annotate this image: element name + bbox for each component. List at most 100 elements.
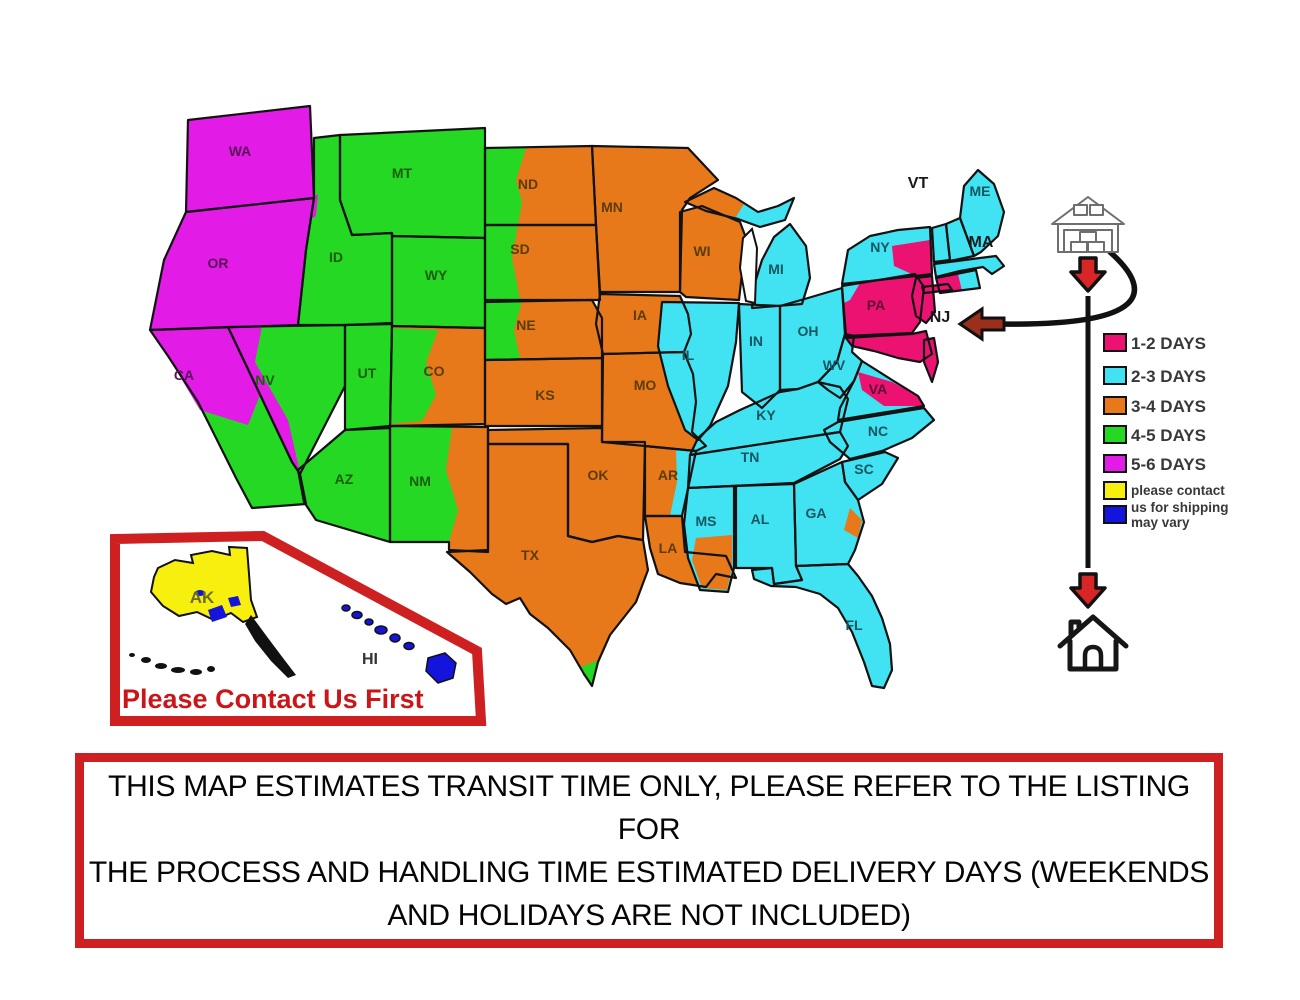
- state-border-pa: [840, 272, 926, 338]
- state-label-nm: NM: [409, 473, 431, 489]
- state-in: [739, 304, 780, 408]
- state-mn: [592, 146, 718, 292]
- state-border-ct: [934, 268, 982, 295]
- lake-michigan: [738, 227, 759, 305]
- legend-label-contact-2: us for shipping: [1131, 500, 1229, 515]
- disclaimer-line-2: THE PROCESS AND HANDLING TIME ESTIMATED …: [88, 855, 1210, 889]
- state-label-ok: OK: [588, 467, 609, 483]
- state-border-li: [920, 282, 954, 295]
- state-border-ne: [483, 298, 604, 362]
- state-label-fl: FL: [845, 617, 863, 633]
- state-border-ky: [688, 380, 850, 457]
- alaska-label: AK: [190, 588, 215, 607]
- state-tx: [447, 444, 648, 686]
- legend-label-contact-1: please contact: [1131, 483, 1225, 498]
- state-border-md: [844, 329, 934, 364]
- state-label-nv: NV: [255, 372, 275, 388]
- state-ma: [934, 256, 1004, 277]
- state-label-in: IN: [749, 333, 763, 349]
- state-label-va: VA: [869, 381, 887, 397]
- state-label-sc: SC: [854, 461, 873, 477]
- us-shipping-map-graphic: WA OR CA NV ID MT WY UT CO AZ NM ND SD NE KS OK TX MN IA MO…: [110, 104, 1229, 726]
- state-border-ny: [840, 225, 934, 286]
- inset-contact-first: AK HI Please Contact Us First: [110, 530, 487, 726]
- state-border-nj: [910, 274, 937, 325]
- state-label-or: OR: [208, 255, 229, 271]
- state-border-ma: [932, 254, 1006, 279]
- state-label-wi: WI: [693, 243, 710, 259]
- legend-swatch-vary: [1103, 505, 1127, 524]
- legend-label-3-4: 3-4 DAYS: [1131, 397, 1206, 416]
- state-label-mo: MO: [634, 377, 657, 393]
- alaska-blue-patches: [195, 590, 241, 622]
- zone-patch-va: [858, 372, 924, 406]
- disclaimer-line-1: THIS MAP ESTIMATES TRANSIT TIME ONLY, PL…: [108, 769, 1190, 846]
- arrow-left-to-nj-icon: [957, 306, 1006, 342]
- state-me: [960, 170, 1004, 256]
- legend-swatch-2-3: [1103, 366, 1127, 385]
- route-curve-line: [999, 249, 1138, 327]
- state-nh: [946, 218, 974, 261]
- state-label-az: AZ: [335, 471, 354, 487]
- state-label-al: AL: [751, 511, 770, 527]
- state-label-nc: NC: [868, 423, 888, 439]
- state-ks: [485, 358, 602, 426]
- state-border-me: [958, 168, 1006, 258]
- state-label-ga: GA: [806, 505, 827, 521]
- state-label-ms: MS: [696, 513, 717, 529]
- hawaii-islands: [341, 604, 457, 684]
- state-label-tx: TX: [521, 547, 540, 563]
- state-label-wy: WY: [425, 267, 448, 283]
- state-label-ma: MA: [969, 234, 994, 251]
- alaska-panhandle: [245, 615, 296, 678]
- state-label-ia: IA: [633, 307, 647, 323]
- state-border-la: [643, 514, 738, 589]
- legend-swatch-4-5: [1103, 425, 1127, 444]
- zone-patch-sd: [485, 225, 520, 300]
- state-border-ar: [643, 444, 698, 518]
- state-border-mt: [338, 126, 487, 240]
- state-border-ia: [594, 292, 693, 356]
- state-label-ks: KS: [535, 387, 554, 403]
- state-label-mi: MI: [768, 261, 784, 277]
- disclaimer-line-3: AND HOLIDAYS ARE NOT INCLUDED): [387, 898, 911, 932]
- state-wi: [680, 206, 746, 300]
- state-border-in: [737, 302, 782, 410]
- disclaimer-box: THIS MAP ESTIMATES TRANSIT TIME ONLY, PL…: [75, 753, 1223, 948]
- state-border-va: [836, 359, 926, 422]
- state-label-co: CO: [424, 363, 445, 379]
- legend-label-2-3: 2-3 DAYS: [1131, 367, 1206, 386]
- state-nv: [228, 325, 345, 474]
- legend-swatch-3-4: [1103, 396, 1127, 415]
- home-icon: [1057, 614, 1129, 672]
- warehouse-icon: [1051, 196, 1125, 253]
- state-wy: [392, 236, 485, 328]
- zone-patch-nm: [446, 427, 488, 552]
- zone-patch-co: [390, 328, 438, 424]
- state-sc: [842, 452, 898, 500]
- state-label-ca: CA: [174, 367, 194, 383]
- zone-patch-ne: [485, 301, 522, 359]
- state-label-pa: PA: [867, 297, 885, 313]
- aleutian-islands: [129, 653, 215, 675]
- legend-swatch-5-6: [1103, 454, 1127, 473]
- state-border-ms: [682, 484, 736, 594]
- state-id: [298, 135, 392, 325]
- state-border-nc: [822, 406, 936, 461]
- hawaii-label: HI: [362, 651, 378, 668]
- state-mi: [752, 224, 810, 308]
- zone-patch-ct: [936, 274, 962, 293]
- state-border-wv: [816, 332, 864, 400]
- state-tn: [688, 432, 848, 488]
- state-wv: [818, 334, 862, 398]
- state-label-me: ME: [970, 183, 991, 199]
- state-mt: [340, 128, 485, 238]
- state-label-nd: ND: [518, 176, 538, 192]
- state-ga: [794, 462, 864, 566]
- legend-swatch-contact: [1103, 481, 1127, 500]
- zone-patch-ny: [892, 240, 932, 276]
- state-az: [298, 426, 390, 542]
- state-or: [150, 198, 314, 330]
- state-label-sd: SD: [510, 241, 529, 257]
